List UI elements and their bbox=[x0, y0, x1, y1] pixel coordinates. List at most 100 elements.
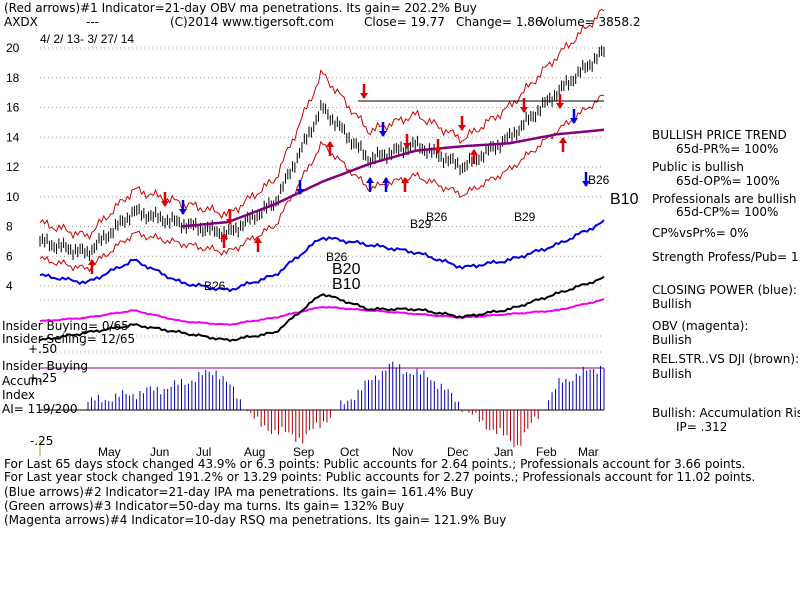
signal-arrow-head bbox=[220, 233, 228, 239]
closing-power-value: Bullish bbox=[652, 297, 692, 311]
y-tick-label: 20 bbox=[6, 41, 20, 55]
label-plus-50: +.50 bbox=[28, 342, 57, 356]
x-tick-label: Jul bbox=[196, 445, 211, 459]
change-value: Change= 1.86 bbox=[456, 15, 543, 29]
footer-line5: (Magenta arrows)#4 Indicator=10-day RSQ … bbox=[4, 513, 506, 527]
x-tick-label: Oct bbox=[340, 445, 359, 459]
obv-value: Bullish bbox=[652, 333, 692, 347]
signal-arrow-head bbox=[226, 219, 234, 225]
x-tick-label: Feb bbox=[536, 445, 557, 459]
signal-arrow-head bbox=[434, 148, 442, 154]
relstr-line bbox=[39, 275, 605, 343]
x-tick-label: Aug bbox=[244, 445, 265, 459]
signal-label: B29 bbox=[410, 217, 432, 231]
price-panel bbox=[39, 8, 605, 273]
upper-band bbox=[39, 8, 605, 241]
signal-arrow-head bbox=[403, 143, 411, 149]
signal-label: B26 bbox=[426, 210, 448, 224]
y-tick-label: 4 bbox=[6, 279, 13, 293]
y-tick-label: 14 bbox=[6, 130, 20, 144]
signal-arrow-head bbox=[179, 209, 187, 215]
op-value: 65d-OP%= 100% bbox=[676, 174, 780, 188]
signal-arrow-head bbox=[161, 201, 169, 207]
obv-title: OBV (magenta): bbox=[652, 319, 748, 333]
signal-arrow-head bbox=[458, 125, 466, 131]
label-plus-25: +.25 bbox=[28, 371, 57, 385]
signal-arrow-head bbox=[88, 259, 96, 265]
x-tick-label: May bbox=[98, 445, 121, 459]
y-tick-label: 12 bbox=[6, 160, 20, 174]
signal-arrow-head bbox=[401, 177, 409, 183]
signal-arrow-head bbox=[520, 107, 528, 113]
signal-arrow-head bbox=[556, 103, 564, 109]
signal-arrow-head bbox=[379, 131, 387, 137]
header-line1: (Red arrows)#1 Indicator=21-day OBV ma p… bbox=[4, 1, 477, 15]
ai-label: AI= 119/200 bbox=[2, 402, 77, 416]
signal-arrow-head bbox=[582, 181, 590, 187]
pro-title: Professionals are bullish bbox=[652, 192, 797, 206]
accum-label: Accum bbox=[2, 374, 43, 388]
indicators bbox=[39, 219, 605, 343]
x-tick-label: Dec bbox=[447, 445, 468, 459]
ip-value: IP= .312 bbox=[676, 420, 727, 434]
x-tick-label: Jan bbox=[494, 445, 513, 459]
label-minus-25: -.25 bbox=[30, 434, 53, 448]
footer-line2: For Last year stock changed 191.2% or 13… bbox=[4, 470, 755, 484]
accumulation-bars bbox=[87, 361, 605, 448]
y-tick-label: 18 bbox=[6, 71, 20, 85]
signal-arrow-head bbox=[470, 149, 478, 155]
signal-label: B20 bbox=[332, 261, 361, 278]
x-tick-label: Mar bbox=[578, 445, 599, 459]
signal-arrow-head bbox=[360, 93, 368, 99]
y-tick-label: 16 bbox=[6, 101, 20, 115]
signal-arrow-head bbox=[366, 177, 374, 183]
insider-selling: Insider Selling= 12/65 bbox=[2, 332, 135, 346]
signal-label: B26 bbox=[204, 279, 226, 293]
footer-line1: For Last 65 days stock changed 43.9% or … bbox=[4, 457, 745, 471]
y-tick-label: 10 bbox=[6, 190, 20, 204]
signal-arrow-head bbox=[559, 137, 567, 143]
obv-line bbox=[39, 298, 605, 326]
signal-label: B29 bbox=[514, 210, 536, 224]
signal-label: B26 bbox=[588, 173, 610, 187]
signal-arrow-head bbox=[570, 118, 578, 124]
signal-label: B10 bbox=[610, 191, 639, 208]
y-axis: 20 18 16 14 12 10 8 6 4 bbox=[6, 41, 20, 293]
x-tick-label: Jun bbox=[150, 445, 169, 459]
ticker: AXDX bbox=[4, 15, 38, 29]
volume-value: Volume= 3858.2 bbox=[540, 15, 641, 29]
pr-value: 65d-PR%= 100% bbox=[676, 142, 778, 156]
y-tick-label: 8 bbox=[6, 220, 13, 234]
bullish-trend-title: BULLISH PRICE TREND bbox=[652, 128, 787, 142]
ma50-line bbox=[181, 128, 605, 228]
x-axis: May Jun Jul Aug Sep Oct Nov Dec Jan Feb Mar bbox=[98, 445, 599, 459]
cp-value: 65d-CP%= 100% bbox=[676, 205, 778, 219]
insider-buying-2: Insider Buying bbox=[2, 359, 88, 373]
signal-label: B26 bbox=[326, 250, 348, 264]
copyright: (C)2014 www.tigersoft.com bbox=[170, 15, 334, 29]
x-tick-label: Sep bbox=[293, 445, 315, 459]
footer-line4: (Green arrows)#3 Indicator=50-day ma tur… bbox=[4, 499, 404, 513]
index-label: Index bbox=[2, 388, 35, 402]
cpvspr-value: CP%vsPr%= 0% bbox=[652, 226, 749, 240]
lower-band bbox=[39, 94, 605, 273]
insider-buying: Insider Buying= 0/65 bbox=[2, 319, 129, 333]
y-tick-label: 6 bbox=[6, 249, 13, 263]
strength-value: Strength Profess/Pub= 1.4 bbox=[652, 250, 800, 264]
close-value: Close= 19.77 bbox=[364, 15, 445, 29]
grid bbox=[39, 47, 604, 456]
signal-arrow-head bbox=[296, 189, 304, 195]
signal-arrow-head bbox=[326, 141, 334, 147]
signal-label: B10 bbox=[332, 276, 361, 293]
signal-arrows bbox=[88, 84, 590, 274]
relstr-title: REL.STR..VS DJI (brown): bbox=[652, 352, 799, 366]
x-tick-label: Nov bbox=[392, 445, 413, 459]
signal-arrow-head bbox=[254, 237, 262, 243]
relstr-value: Bullish bbox=[652, 367, 692, 381]
accum-title: Bullish: Accumulation Risi bbox=[652, 406, 800, 420]
footer-line3: (Blue arrows)#2 Indicator=21-day IPA ma … bbox=[4, 485, 473, 499]
public-title: Public is bullish bbox=[652, 160, 744, 174]
header-dashes: --- bbox=[86, 15, 99, 29]
date-range: 4/ 2/ 13- 3/ 27/ 14 bbox=[40, 32, 134, 46]
